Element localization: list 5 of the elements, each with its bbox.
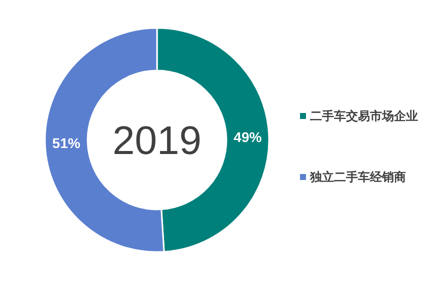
text: 2019 [112,119,202,163]
data-label: 49% [234,129,262,146]
legend-label: 二手车交易市场企业 [310,109,418,123]
legend-label: 独立二手车经销商 [309,170,406,184]
data-label: 51% [52,134,81,151]
